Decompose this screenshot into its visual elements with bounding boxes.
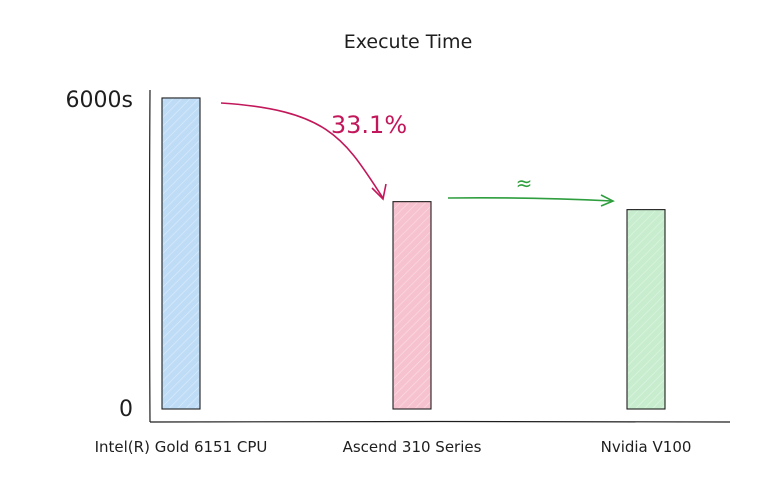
reduction-arrow	[220, 102, 384, 199]
chart-title: Execute Time	[344, 31, 473, 53]
reduction-percent-label: 33.1%	[331, 111, 407, 139]
bar-intel-cpu-hatch	[163, 98, 199, 408]
x-axis	[149, 420, 731, 423]
bar-ascend-310-hatch	[394, 202, 430, 408]
x-tick-label-nvidia: Nvidia V100	[601, 438, 692, 456]
x-tick-label-ascend: Ascend 310 Series	[343, 438, 482, 456]
y-tick-label-max: 6000s	[66, 88, 133, 113]
bar-nvidia-v100-hatch	[628, 210, 664, 408]
x-tick-label-intel: Intel(R) Gold 6151 CPU	[95, 438, 268, 456]
y-axis	[148, 89, 151, 423]
equivalence-arrow	[447, 197, 613, 202]
equivalence-arrowhead	[600, 194, 615, 207]
y-tick-label-zero: 0	[119, 397, 133, 422]
approx-equal-symbol: ≈	[516, 171, 533, 195]
bar-hatch-group	[163, 98, 664, 408]
reduction-arrowhead	[371, 183, 387, 201]
